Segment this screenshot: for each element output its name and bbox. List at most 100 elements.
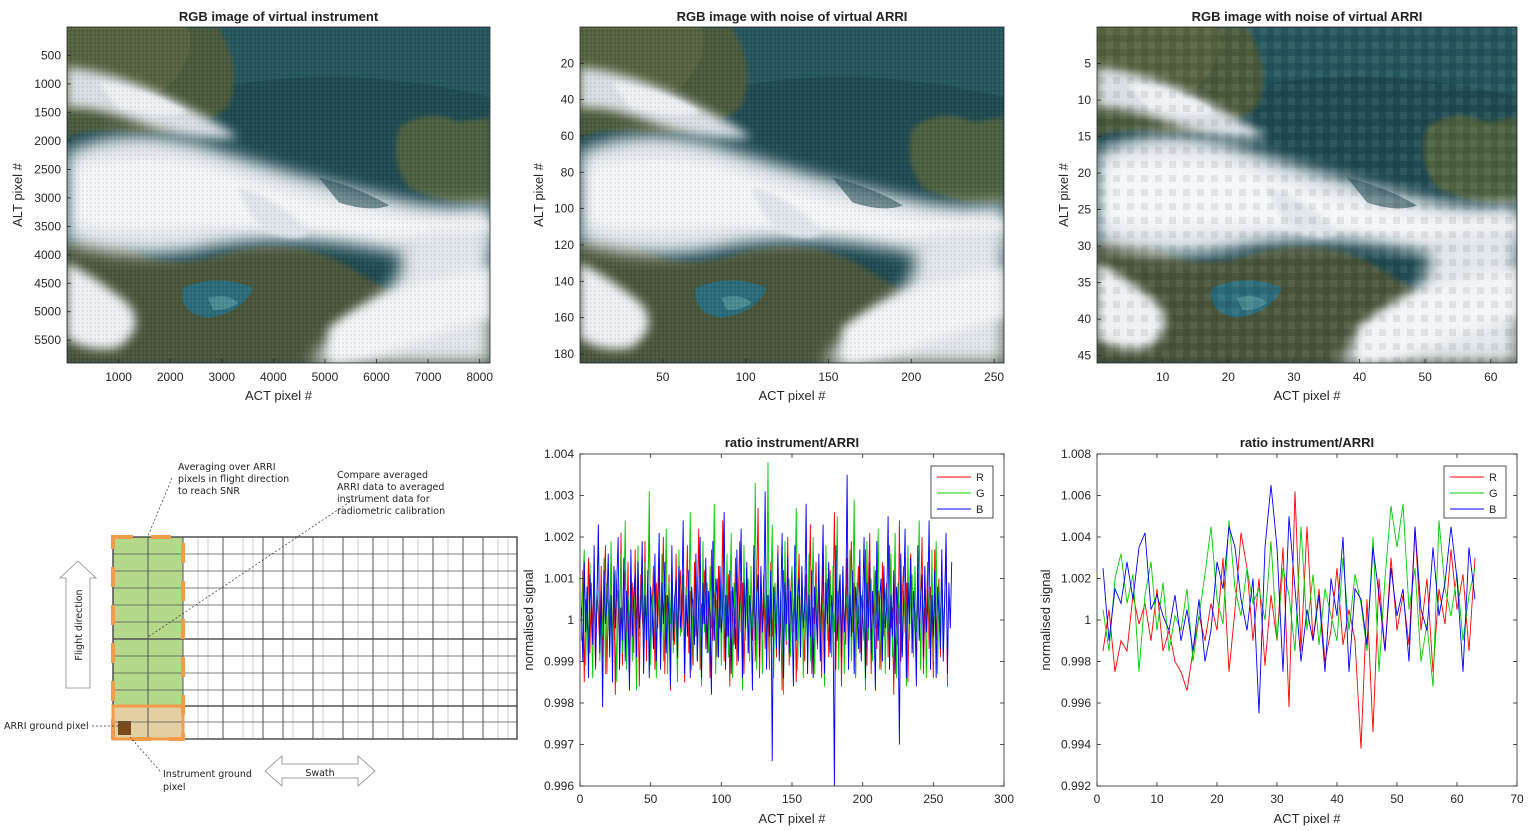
image-panel-img3: RGB image with noise of virtual ARRI 10 20… [1056, 9, 1518, 403]
x-tick-label: 30 [1287, 370, 1301, 384]
averaging-note-line: pixels in flight direction [178, 474, 289, 485]
y-tick-label: 45 [1078, 349, 1092, 363]
y-tick-label: 100 [554, 202, 574, 216]
x-axis-label: ACT pixel # [1274, 811, 1342, 826]
x-tick-label: 20 [1222, 370, 1236, 384]
y-tick-label: 1.002 [544, 530, 574, 544]
instrument-pixel-outline [111, 704, 185, 741]
y-tick-label: 1.006 [1061, 489, 1091, 503]
y-tick-label: 1.001 [544, 572, 574, 586]
y-tick-label: 15 [1078, 130, 1092, 144]
x-tick-label: 8000 [466, 370, 493, 384]
pixel-texture [1097, 27, 1517, 363]
y-tick-label: 60 [561, 129, 575, 143]
flight-direction-label: Flight direction [74, 589, 85, 660]
x-tick-label: 50 [644, 792, 658, 806]
y-tick-label: 5500 [34, 333, 61, 347]
instrument-pixel-label-2: pixel [163, 782, 185, 793]
y-tick-label: 20 [1078, 166, 1092, 180]
y-tick-label: 4000 [34, 248, 61, 262]
chart-title: ratio instrument/ARRI [1240, 435, 1374, 450]
x-tick-label: 100 [736, 370, 756, 384]
legend: RGB [930, 465, 994, 519]
x-tick-label: 70 [1510, 792, 1524, 806]
y-tick-label: 5 [1084, 57, 1091, 71]
legend-label: G [1489, 488, 1498, 500]
leader-averaging [147, 477, 173, 537]
y-tick-label: 2000 [34, 134, 61, 148]
image-panel-img2: RGB image with noise of virtual ARRI 50 10… [531, 9, 1005, 403]
y-axis-label: ALT pixel # [10, 162, 25, 227]
x-axis-label: ACT pixel # [245, 388, 313, 403]
y-tick-label: 35 [1078, 276, 1092, 290]
y-tick-label: 1500 [34, 105, 61, 119]
chart-title: ratio instrument/ARRI [725, 435, 859, 450]
series-line-B [1102, 485, 1476, 714]
compare-note-line: instrument data for [337, 494, 430, 505]
y-tick-label: 160 [554, 311, 574, 325]
x-tick-label: 20 [1210, 792, 1224, 806]
x-tick-label: 7000 [415, 370, 442, 384]
y-tick-label: 5000 [34, 305, 61, 319]
y-axis-label: ALT pixel # [531, 162, 546, 227]
x-axis-label: ACT pixel # [1274, 388, 1342, 403]
x-axis-label: ACT pixel # [759, 811, 827, 826]
series-line-R [580, 507, 948, 695]
y-tick-label: 1.008 [1061, 447, 1091, 461]
x-tick-label: 150 [818, 370, 838, 384]
chart-title: RGB image with noise of virtual ARRI [677, 9, 908, 24]
y-tick-label: 0.998 [1061, 655, 1091, 669]
legend: RGB [1443, 465, 1507, 519]
chart-title: RGB image with noise of virtual ARRI [1192, 9, 1423, 24]
x-tick-label: 6000 [363, 370, 390, 384]
legend-label: R [976, 472, 984, 484]
line-chart-line2: ratio instrument/ARRI 0 10 20 30 40 50 60 70 0.99… [1038, 435, 1524, 826]
x-tick-label: 50 [1418, 370, 1432, 384]
legend-label: B [1489, 504, 1496, 516]
averaging-note-line: Averaging over ARRI [178, 462, 276, 473]
y-tick-label: 1.003 [544, 489, 574, 503]
leader-compare [147, 494, 361, 638]
y-tick-label: 140 [554, 274, 574, 288]
x-tick-label: 5000 [312, 370, 339, 384]
y-tick-label: 120 [554, 238, 574, 252]
legend-label: R [1489, 472, 1497, 484]
y-axis-label: normalised signal [1038, 569, 1053, 670]
y-tick-label: 0.999 [544, 655, 574, 669]
legend-label: G [976, 488, 985, 500]
x-tick-label: 10 [1150, 792, 1164, 806]
y-tick-label: 0.996 [544, 779, 574, 793]
swath-label: Swath [305, 768, 334, 779]
flight-arrow [58, 560, 98, 689]
y-tick-label: 3500 [34, 219, 61, 233]
compare-note-line: Compare averaged [337, 470, 428, 481]
chart-title: RGB image of virtual instrument [179, 9, 379, 24]
line-chart-line1: ratio instrument/ARRI 0 50 100 150 200 250 300 0… [521, 435, 1014, 826]
axes-box [1096, 26, 1518, 364]
series-line-B [580, 474, 953, 786]
y-axis-label: ALT pixel # [1056, 162, 1071, 227]
legend-label: B [976, 504, 983, 516]
x-tick-label: 1000 [105, 370, 132, 384]
instrument-pixel-label-1: Instrument ground [163, 769, 252, 780]
leader-instrument [129, 736, 161, 772]
x-tick-label: 2000 [157, 370, 184, 384]
y-tick-label: 0.992 [1061, 779, 1091, 793]
y-tick-label: 1.004 [1061, 530, 1091, 544]
x-tick-label: 10 [1156, 370, 1170, 384]
x-tick-label: 60 [1450, 792, 1464, 806]
axes-box [579, 26, 1005, 364]
y-tick-label: 1.004 [544, 447, 574, 461]
y-tick-label: 1.002 [1061, 572, 1091, 586]
y-tick-label: 40 [561, 93, 575, 107]
x-tick-label: 200 [901, 370, 921, 384]
x-tick-label: 250 [984, 370, 1004, 384]
y-tick-label: 1000 [34, 77, 61, 91]
y-axis-label: normalised signal [521, 569, 536, 670]
y-tick-label: 1 [567, 613, 574, 627]
y-tick-label: 2500 [34, 162, 61, 176]
y-tick-label: 10 [1078, 93, 1092, 107]
x-tick-label: 0 [577, 792, 584, 806]
image-panel-img1: RGB image of virtual instrument 1000 2000 3… [10, 9, 493, 403]
